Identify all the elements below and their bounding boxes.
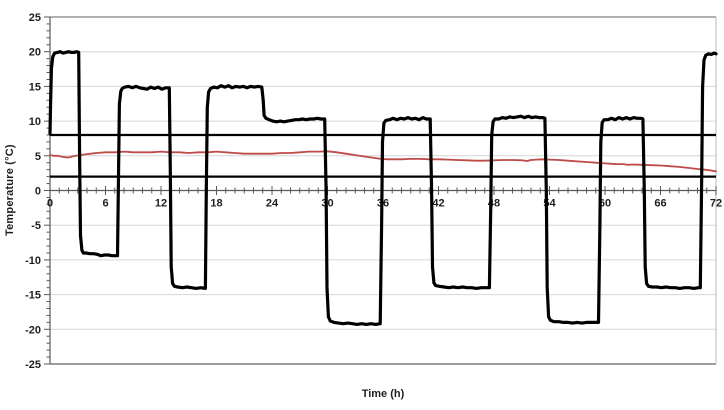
y-tick-label: -25: [25, 359, 41, 371]
y-tick-label: -20: [25, 324, 41, 336]
y-tick-label: 20: [29, 47, 41, 59]
x-tick-label: 0: [47, 198, 53, 210]
y-tick-label: -5: [31, 220, 41, 232]
series-black-line-path: [48, 50, 718, 326]
y-tick-label: -10: [25, 255, 41, 267]
y-tick-label: 25: [29, 12, 41, 24]
x-tick-label: 12: [155, 198, 167, 210]
x-tick-label: 42: [432, 198, 444, 210]
x-tick-label: 66: [654, 198, 666, 210]
x-tick-label: 60: [599, 198, 611, 210]
x-tick-label: 6: [102, 198, 108, 210]
y-tick-label: 10: [29, 116, 41, 128]
x-axis-title: Time (h): [361, 388, 405, 400]
y-tick-label: 0: [35, 186, 41, 198]
x-tick-label: 72: [710, 198, 722, 210]
x-tick-label: 18: [210, 198, 222, 210]
y-axis-title: Temperature (°C): [4, 144, 16, 237]
y-tick-label: -15: [25, 290, 41, 302]
x-tick-label: 24: [266, 198, 279, 210]
y-tick-label: 5: [35, 151, 41, 163]
y-tick-label: 15: [29, 81, 41, 93]
